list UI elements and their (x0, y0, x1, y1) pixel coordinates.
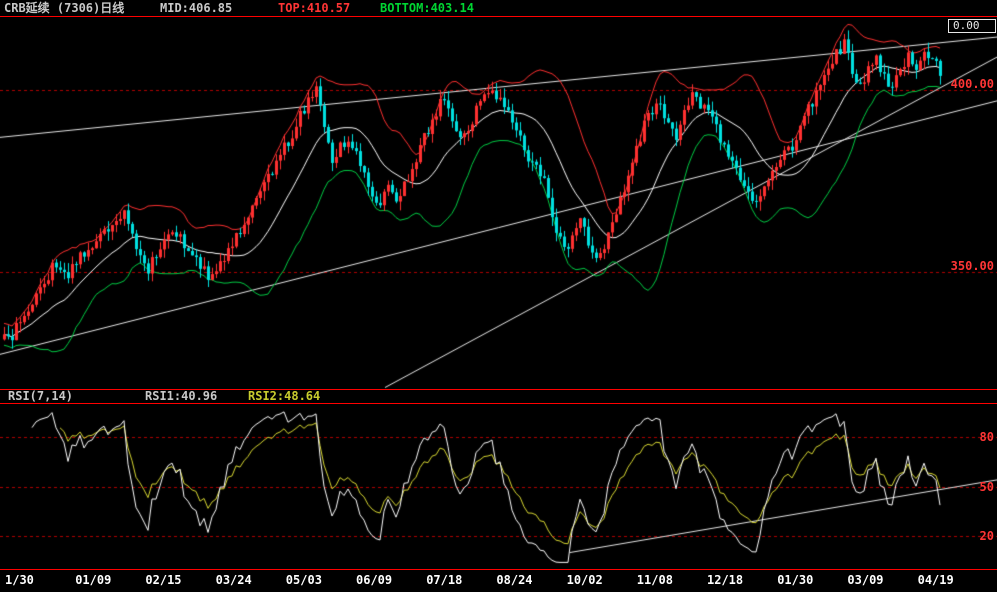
header-bar: CRB延续 (7306)日线 MID:406.85 TOP:410.57 BOT… (0, 0, 997, 17)
date-label: 08/24 (496, 573, 533, 587)
date-label: 02/15 (145, 573, 182, 587)
rsi2-value: RSI2:48.64 (248, 389, 321, 403)
rsi-chart-canvas[interactable] (0, 404, 997, 569)
boll-top-value: TOP:410.57 (278, 1, 351, 15)
price-axis-label: 400.00 (950, 76, 994, 91)
rsi-header-row: RSI(7,14) RSI1:40.96 RSI2:48.64 (0, 390, 997, 404)
boll-bottom-value: BOTTOM:403.14 (380, 1, 474, 15)
date-label: 04/19 (917, 573, 954, 587)
price-chart-canvas[interactable] (0, 17, 997, 389)
date-label: 05/03 (285, 573, 322, 587)
price-axis-label: 350.00 (950, 259, 994, 274)
date-label: 10/02 (566, 573, 603, 587)
instrument-title: CRB延续 (7306)日线 (4, 1, 125, 15)
date-label: 07/18 (426, 573, 463, 587)
rsi-axis-label: 80 (979, 430, 994, 444)
boll-mid-value: MID:406.85 (160, 1, 233, 15)
date-label: 03/24 (215, 573, 252, 587)
date-label: 06/09 (356, 573, 393, 587)
rsi-axis-label: 20 (979, 529, 994, 543)
rsi1-value: RSI1:40.96 (145, 389, 218, 403)
rsi-indicator-label: RSI(7,14) (8, 389, 74, 403)
date-label: 12/18 (707, 573, 744, 587)
date-label: 01/30 (777, 573, 814, 587)
date-label: 01/09 (75, 573, 112, 587)
rsi-panel[interactable]: 80 50 20 (0, 404, 997, 570)
rsi-axis-label: 50 (979, 479, 994, 494)
cursor-value-box: 0.00 (948, 19, 996, 33)
date-label: 03/09 (847, 573, 884, 587)
date-axis: 1/30 01/09 02/15 03/24 05/03 06/09 07/18 08/24 1… (0, 570, 997, 591)
price-panel[interactable]: 0.00 400.00 350.00 (0, 17, 997, 390)
date-label: 1/30 (5, 573, 34, 587)
date-label: 11/08 (636, 573, 673, 587)
